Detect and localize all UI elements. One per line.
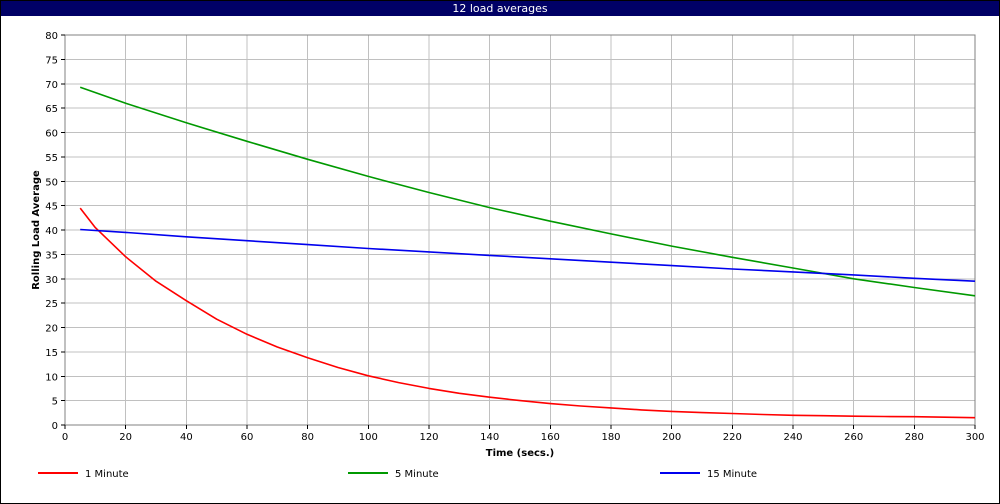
y-tick-label: 0 [52, 421, 58, 432]
x-tick-label: 140 [480, 432, 499, 443]
y-tick-label: 30 [45, 275, 58, 286]
x-tick-label: 180 [601, 432, 620, 443]
series-line-15-minute [80, 228, 976, 282]
y-tick-label: 40 [45, 226, 58, 237]
y-axis-title: Rolling Load Average [31, 170, 42, 290]
legend-label: 15 Minute [707, 469, 757, 480]
y-tick-label: 65 [45, 104, 58, 115]
x-tick-label: 240 [783, 432, 802, 443]
y-tick-label: 5 [52, 397, 58, 408]
window-title: 12 load averages [1, 1, 999, 16]
x-tick-label: 260 [844, 432, 863, 443]
x-tick-label: 80 [301, 432, 314, 443]
x-tick-label: 160 [541, 432, 560, 443]
y-tick-label: 75 [45, 55, 58, 66]
x-tick-label: 220 [723, 432, 742, 443]
y-tick-label: 60 [45, 129, 58, 140]
x-tick-label: 300 [965, 432, 984, 443]
y-tick-label: 10 [45, 372, 58, 383]
y-tick-label: 70 [45, 80, 58, 91]
y-tick-label: 15 [45, 348, 58, 359]
x-tick-label: 280 [905, 432, 924, 443]
y-tick-label: 35 [45, 250, 58, 261]
legend-label: 1 Minute [85, 469, 129, 480]
x-tick-label: 200 [662, 432, 681, 443]
y-tick-label: 80 [45, 31, 58, 42]
y-tick-label: 25 [45, 299, 58, 310]
x-tick-label: 0 [62, 432, 68, 443]
x-tick-label: 100 [359, 432, 378, 443]
legend-label: 5 Minute [395, 469, 439, 480]
x-tick-label: 20 [119, 432, 132, 443]
y-tick-label: 45 [45, 202, 58, 213]
x-tick-label: 120 [419, 432, 438, 443]
y-tick-label: 50 [45, 177, 58, 188]
x-axis-title: Time (secs.) [486, 448, 555, 459]
series-line-1-minute [79, 207, 976, 419]
x-tick-label: 60 [241, 432, 254, 443]
y-tick-label: 55 [45, 153, 58, 164]
y-tick-label: 20 [45, 324, 58, 335]
x-tick-label: 40 [180, 432, 193, 443]
